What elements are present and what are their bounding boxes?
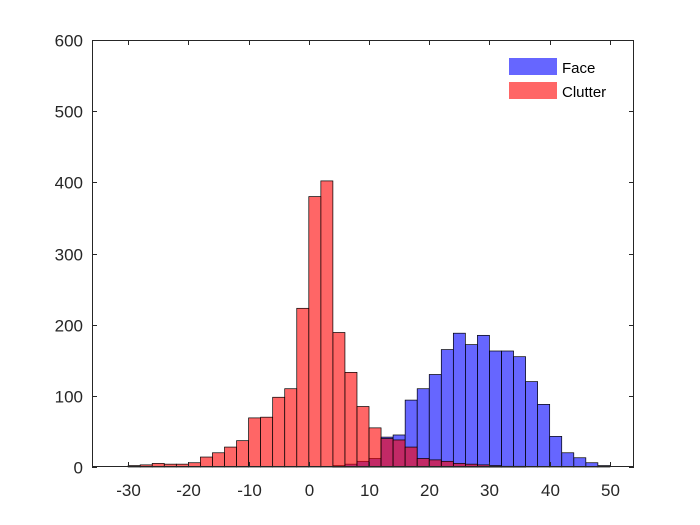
x-tick-label: -10 [237,481,262,500]
x-tick-label: -30 [116,481,141,500]
x-tick-label: 10 [360,481,379,500]
bar-clutter-25 [428,459,442,468]
bar-clutter-14 [296,307,310,468]
bar-face-27 [452,332,466,468]
bar-clutter-23 [404,446,418,468]
bar-face-25 [428,374,442,468]
legend-label-clutter: Clutter [562,84,606,101]
legend: Face Clutter [503,53,621,103]
legend-swatch-face [509,58,557,75]
bar-clutter-12 [272,396,286,468]
bar-clutter-7 [212,452,225,468]
bar-clutter-15 [308,196,322,468]
bar-clutter-9 [236,440,249,468]
bar-clutter-19 [356,406,370,468]
bar-face-28 [465,344,478,468]
bar-face-36 [561,452,575,468]
bar-clutter-24 [416,458,430,468]
y-tick-label: 300 [55,246,83,265]
bar-face-24 [416,388,430,468]
bar-clutter-13 [284,388,298,468]
legend-label-face: Face [562,60,595,77]
bar-face-37 [573,457,587,468]
y-tick-label: 0 [74,459,83,478]
y-tick-label: 200 [55,317,83,336]
x-tick-label: 0 [305,481,314,500]
bar-clutter-20 [368,427,382,468]
axes-box [92,40,634,467]
bar-clutter-21 [380,438,394,468]
bar-clutter-8 [224,446,237,468]
bar-face-32 [513,356,526,468]
bar-face-33 [525,381,538,468]
x-tick-label: 50 [601,481,620,500]
bar-face-29 [477,334,490,468]
y-tick-label: 100 [55,388,83,407]
bar-clutter-6 [200,456,213,468]
bar-face-35 [549,436,563,468]
y-tick-label: 600 [55,32,83,51]
bar-face-30 [489,350,502,468]
bar-clutter-22 [392,439,406,468]
x-tick-label: 40 [541,481,560,500]
bar-clutter-11 [260,416,274,468]
x-tick-label: 30 [480,481,499,500]
legend-swatch-clutter [509,82,557,99]
bar-clutter-16 [320,180,334,468]
x-tick-label: -20 [176,481,201,500]
bar-clutter-18 [344,371,358,468]
axes-background [92,40,634,467]
bar-face-26 [440,349,454,468]
x-tick-label: 20 [420,481,439,500]
y-tick-label: 400 [55,174,83,193]
bar-clutter-17 [332,332,346,468]
y-tick-label: 500 [55,103,83,122]
bar-face-34 [537,404,551,468]
bar-clutter-10 [248,417,261,468]
bar-face-31 [501,350,514,468]
